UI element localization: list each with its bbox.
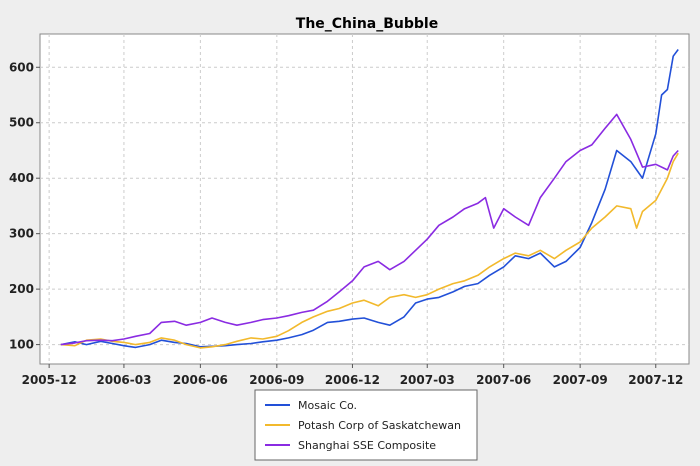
x-tick-label: 2007-03 (400, 373, 455, 387)
legend-label-shanghai-sse-composite: Shanghai SSE Composite (298, 439, 436, 452)
x-tick-label: 2006-09 (249, 373, 304, 387)
y-tick-label: 400 (9, 171, 34, 185)
x-tick-label: 2007-06 (476, 373, 531, 387)
series-layer (60, 49, 679, 349)
x-tick-label: 2005-12 (22, 373, 77, 387)
series-line-shanghai-sse-composite (60, 113, 679, 346)
x-tick-label: 2006-03 (96, 373, 151, 387)
axis-layer: 100 200 300 400 500 600 2005-12 2006-03 2006-06 2… (9, 60, 683, 387)
y-tick-label: 100 (9, 338, 34, 352)
x-tick-label: 2006-06 (173, 373, 228, 387)
chart-title: The_China_Bubble (296, 16, 438, 32)
series-line-potash-corp-of-saskatchewan (60, 152, 679, 349)
y-tick-label: 500 (9, 116, 34, 130)
x-tick-label: 2007-12 (628, 373, 683, 387)
grid-layer (40, 34, 689, 364)
legend-label-potash-corp-of-saskatchewan: Potash Corp of Saskatchewan (298, 419, 461, 432)
y-tick-label: 600 (9, 60, 34, 74)
x-tick-label: 2006-12 (325, 373, 380, 387)
legend-box (254, 389, 478, 461)
x-tick-label: 2007-09 (553, 373, 608, 387)
legend-label-mosaic-co: Mosaic Co. (298, 399, 357, 412)
plot-area (39, 33, 690, 365)
y-tick-label: 300 (9, 227, 34, 241)
legend: Mosaic Co. Potash Corp of Saskatchewan Sha… (254, 389, 478, 461)
y-tick-label: 200 (9, 282, 34, 296)
series-line-mosaic-co (60, 49, 679, 349)
